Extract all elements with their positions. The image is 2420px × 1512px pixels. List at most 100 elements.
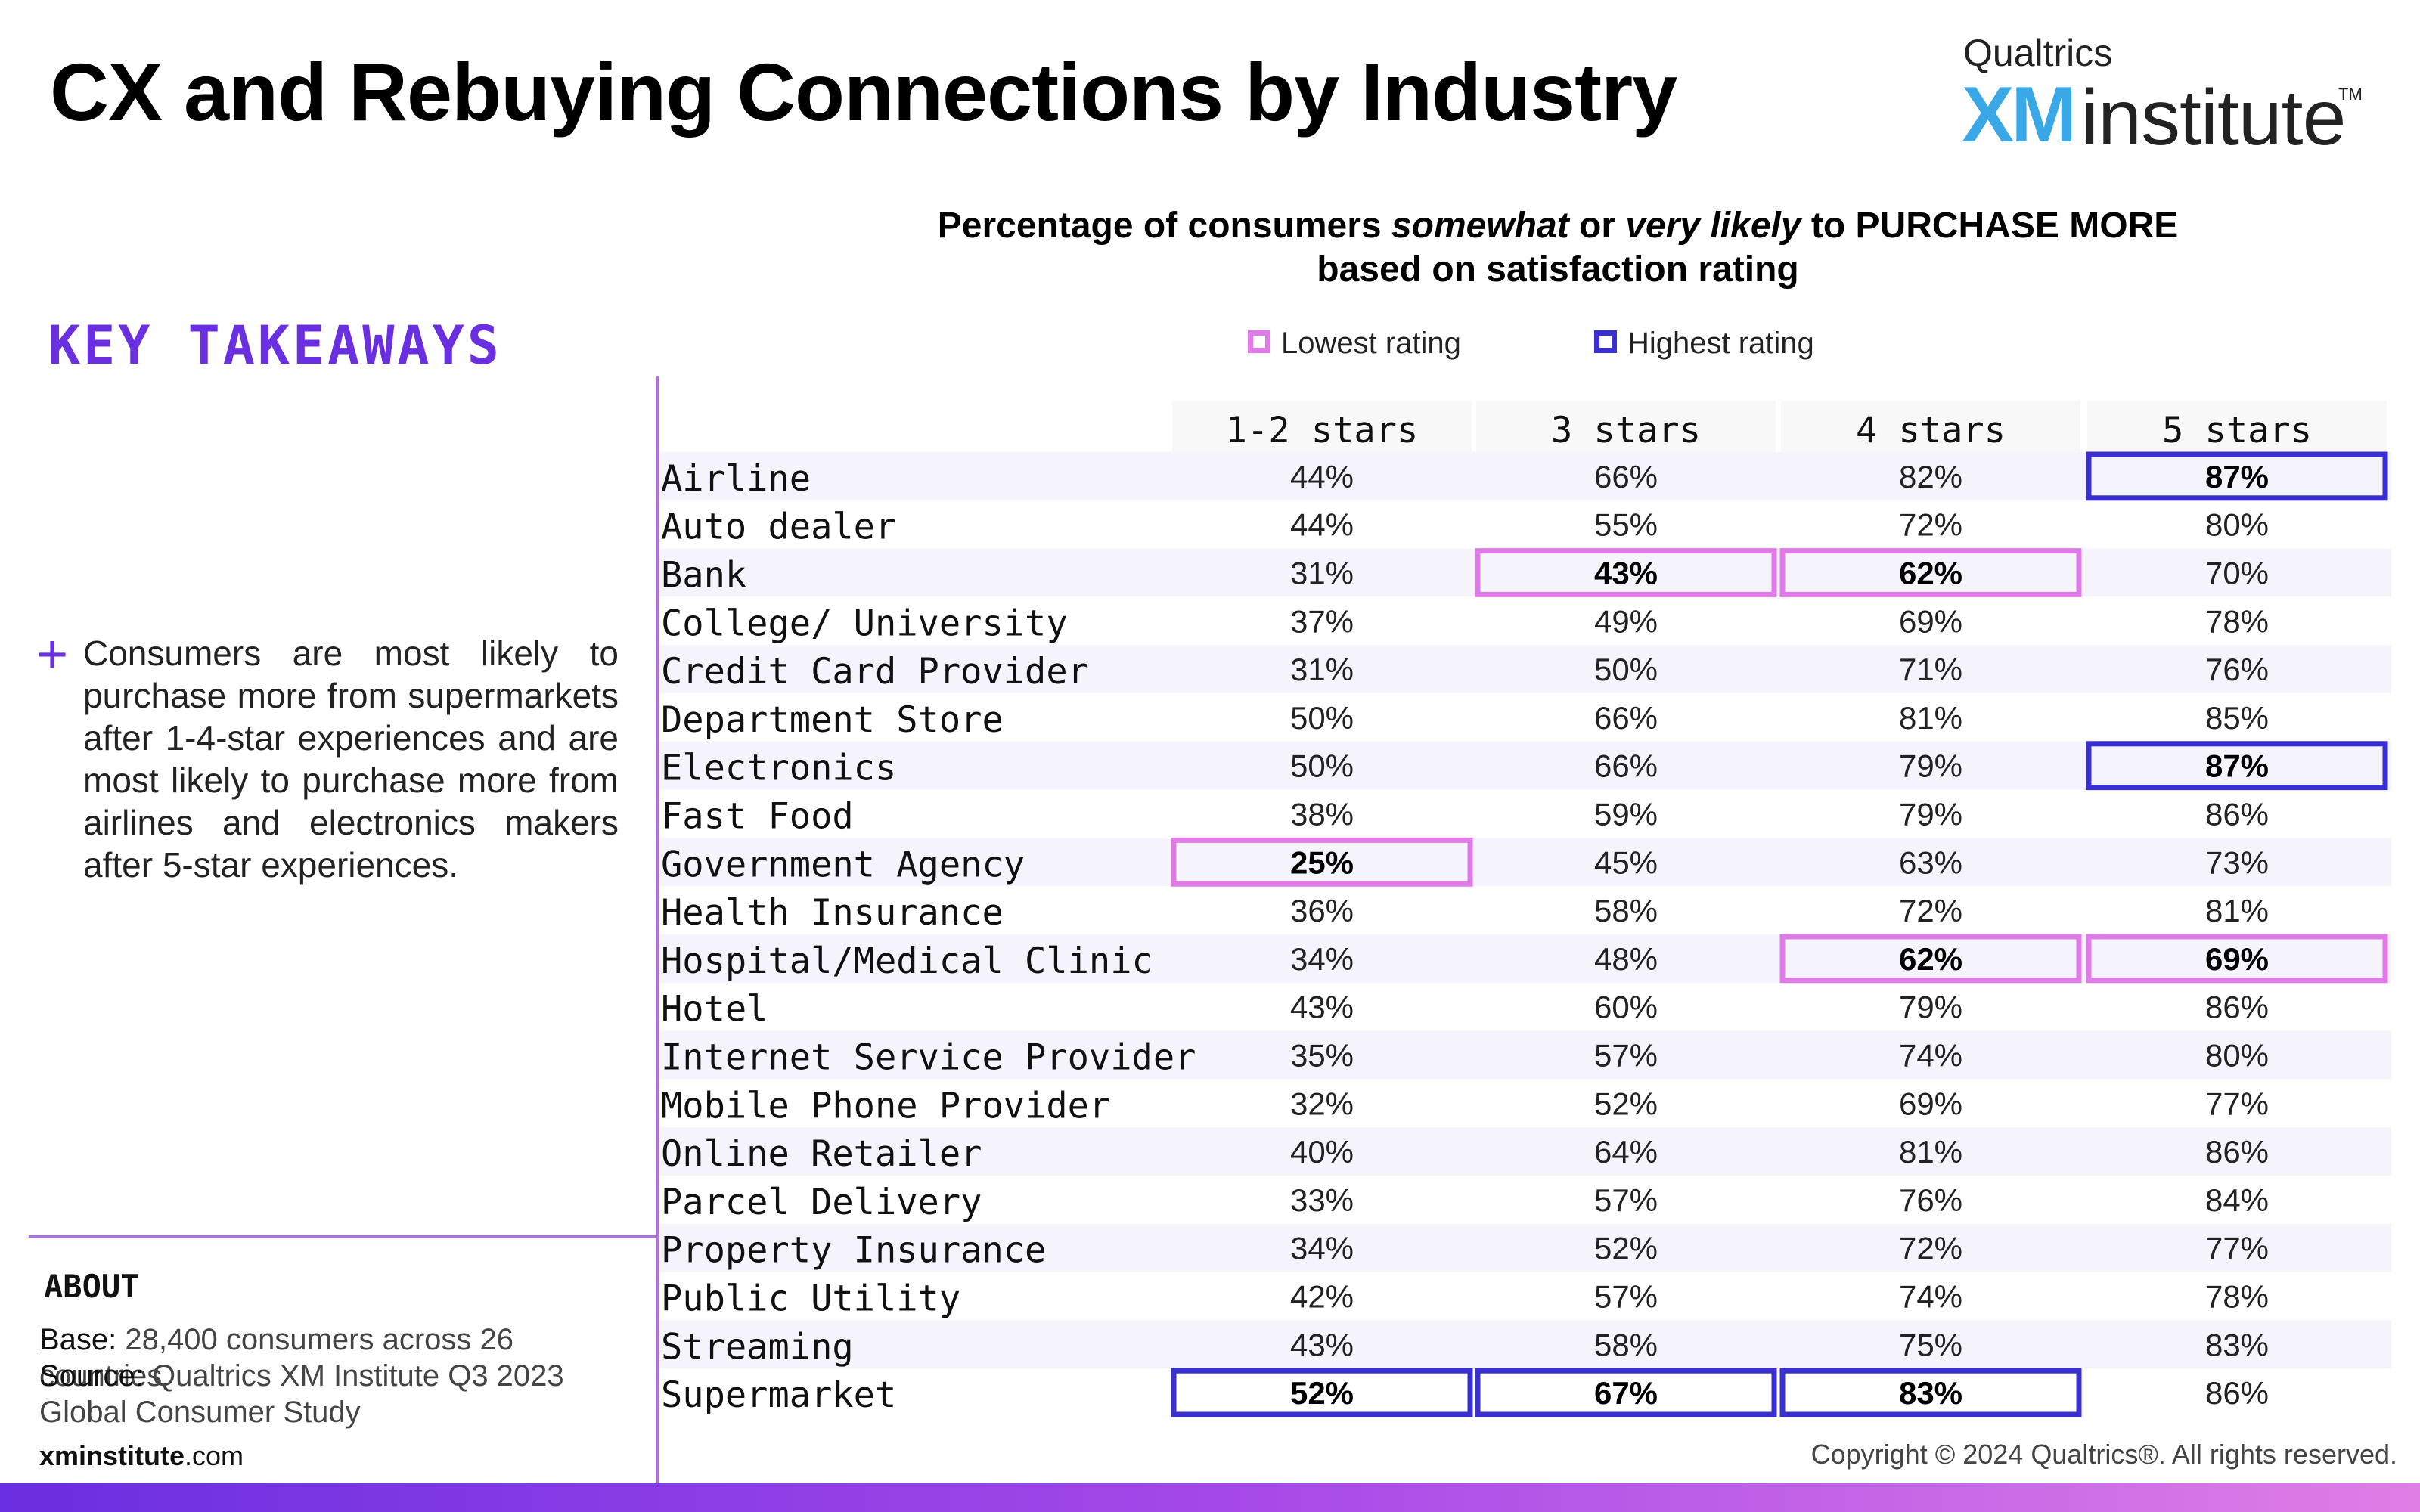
row-stripe [659,838,2391,887]
highest-rating-box [1171,1368,1473,1418]
table-cell: 76% [1899,1182,1962,1218]
legend-highest-label: Highest rating [1627,327,1814,360]
table-cell: 48% [1594,941,1658,977]
table-cell: 38% [1290,797,1354,832]
table-cell: 86% [2205,990,2269,1025]
table-cell: 43% [1290,990,1354,1025]
table-cell: 81% [1899,700,1962,736]
table-cell: 57% [1594,1279,1658,1315]
lowest-swatch-icon [1248,330,1270,354]
table-cell: 82% [1899,459,1962,494]
chart-title-line2: based on satisfaction rating [1317,249,1799,290]
row-stripe [659,1320,2391,1369]
column-header: 3 stars [1551,410,1701,451]
table-cell: 70% [2205,556,2269,591]
lowest-rating-box [1475,548,1777,597]
table-cell: 74% [1899,1038,1962,1074]
chart-title-part: or [1568,206,1626,246]
table-cell: 80% [2205,507,2269,543]
takeaway-text: Consumers are most likely to purchase mo… [83,634,619,885]
lowest-rating-box [1779,934,2082,984]
column-header-bg [1781,401,2080,452]
row-label: Health Insurance [661,892,1004,934]
site-link[interactable]: xminstitute.com [39,1438,244,1474]
row-label: Hospital/Medical Clinic [661,940,1153,982]
about-heading: ABOUT [44,1268,140,1305]
table-cell: 72% [1899,893,1962,928]
row-label: Streaming [661,1326,854,1368]
table-cell: 43% [1290,1327,1354,1362]
row-label: Airline [661,458,811,500]
table-cell: 44% [1290,507,1354,543]
column-header-bg [1172,401,1472,452]
row-label: Hotel [661,989,768,1030]
row-stripe [659,741,2391,790]
table-cell: 78% [2205,1279,2269,1315]
table-cell: 52% [1290,1375,1354,1411]
row-label: Electronics [661,748,896,789]
key-takeaways-heading: KEY TAKEAWAYS [48,314,502,376]
table-cell: 57% [1594,1038,1658,1074]
table-cell: 76% [2205,652,2269,687]
table-cell: 72% [1899,1231,1962,1266]
takeaway-bullet: + Consumers are most likely to purchase … [36,624,619,886]
base-label: Base: [39,1323,117,1356]
vertical-divider [656,376,659,1483]
table-cell: 64% [1594,1134,1658,1170]
site-bold: xminstitute [39,1440,185,1471]
table-cell: 44% [1290,459,1354,494]
table-cell: 87% [2205,459,2269,494]
logo-xm: XM [1962,71,2077,159]
table-cell: 81% [1899,1134,1962,1170]
table-cell: 75% [1899,1327,1962,1362]
source-text: Qualtrics XM Institute Q3 2023 Global Co… [39,1359,564,1429]
table-cell: 43% [1594,556,1658,591]
table-cell: 52% [1594,1231,1658,1266]
table-cell: 36% [1290,893,1354,928]
table-cell: 37% [1290,603,1354,639]
column-header-bg [1476,401,1776,452]
row-label: College/ University [661,603,1068,644]
legend-highest: Highest rating [1594,322,1814,364]
table-cell: 45% [1594,844,1658,880]
table-cell: 62% [1899,941,1962,977]
table-cell: 84% [2205,1182,2269,1218]
table-cell: 72% [1899,507,1962,543]
column-header: 4 stars [1856,410,2006,451]
table-cell: 77% [2205,1086,2269,1121]
site-rest: .com [185,1440,244,1471]
column-header: 5 stars [2162,410,2312,451]
source-label: Source: [39,1359,144,1393]
table-cell: 86% [2205,1375,2269,1411]
chart-title-line1: Percentage of consumers somewhat or very… [938,206,2179,246]
table-cell: 66% [1594,459,1658,494]
table-cell: 87% [2205,748,2269,784]
table-cell: 69% [1899,603,1962,639]
table-cell: 74% [1899,1279,1962,1315]
table-cell: 34% [1290,1231,1354,1266]
table-cell: 79% [1899,797,1962,832]
table-cell: 50% [1290,700,1354,736]
row-stripe [659,548,2391,597]
row-stripe [659,934,2391,983]
table-cell: 83% [2205,1327,2269,1362]
table-cell: 85% [2205,700,2269,736]
row-label: Internet Service Provider [661,1037,1196,1079]
base-text: 28,400 consumers across 26 countries [39,1323,514,1393]
table-cell: 34% [1290,941,1354,977]
table-cell: 80% [2205,1038,2269,1074]
chart-title-part: somewhat [1391,206,1569,246]
logo-trademark: TM [2338,85,2363,104]
table-cell: 81% [2205,893,2269,928]
chart-title-part: to PURCHASE MORE [1801,206,2179,246]
page-title: CX and Rebuying Connections by Industry [50,46,1677,138]
chart-title-part: very likely [1625,206,1801,246]
table-cell: 42% [1290,1279,1354,1315]
highest-rating-box [2086,741,2388,791]
row-stripe [659,452,2391,500]
column-header: 1-2 stars [1226,410,1419,451]
table-cell: 40% [1290,1134,1354,1170]
plus-icon: + [36,624,69,685]
table-cell: 77% [2205,1231,2269,1266]
table-cell: 33% [1290,1182,1354,1218]
